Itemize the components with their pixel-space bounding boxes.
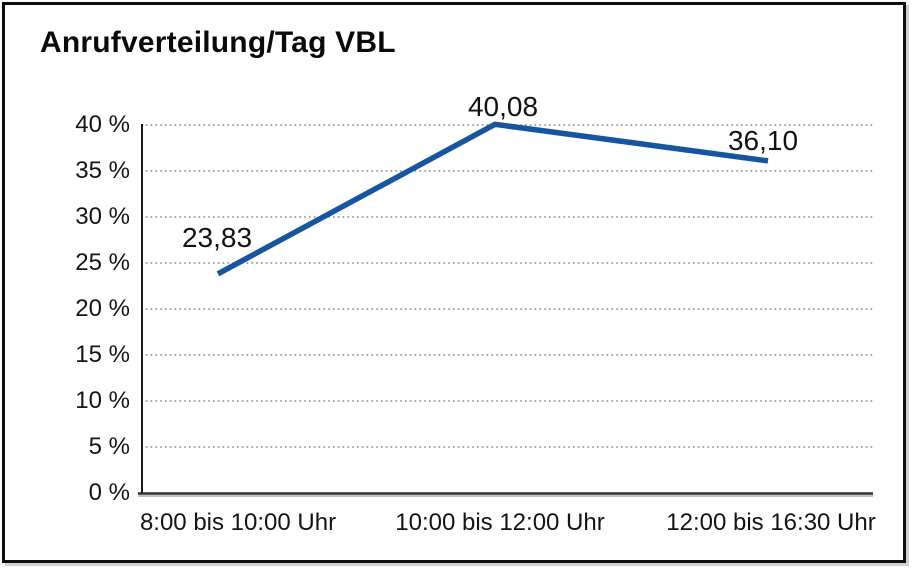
x-category-label-1: 10:00 bis 12:00 Uhr xyxy=(395,509,605,536)
y-tick-label-25: 25 % xyxy=(75,249,130,276)
data-point-label-1: 40,08 xyxy=(467,91,539,122)
data-point-label-0: 23,83 xyxy=(181,222,253,253)
x-category-label-2: 12:00 bis 16:30 Uhr xyxy=(666,509,876,536)
y-tick-label-30: 30 % xyxy=(75,203,130,230)
data-point-label-2: 36,10 xyxy=(727,125,799,156)
y-tick-label-40: 40 % xyxy=(75,111,130,138)
x-category-label-0: 8:00 bis 10:00 Uhr xyxy=(139,509,337,536)
y-tick-label-0: 0 % xyxy=(88,479,130,506)
y-tick-label-5: 5 % xyxy=(88,433,130,460)
y-tick-label-10: 10 % xyxy=(75,387,130,414)
series-line xyxy=(216,121,769,277)
y-tick-label-20: 20 % xyxy=(75,295,130,322)
y-tick-label-35: 35 % xyxy=(75,157,130,184)
chart-title: Anrufverteilung/Tag VBL xyxy=(40,26,396,59)
chart-frame xyxy=(2,2,906,563)
y-tick-label-15: 15 % xyxy=(75,341,130,368)
